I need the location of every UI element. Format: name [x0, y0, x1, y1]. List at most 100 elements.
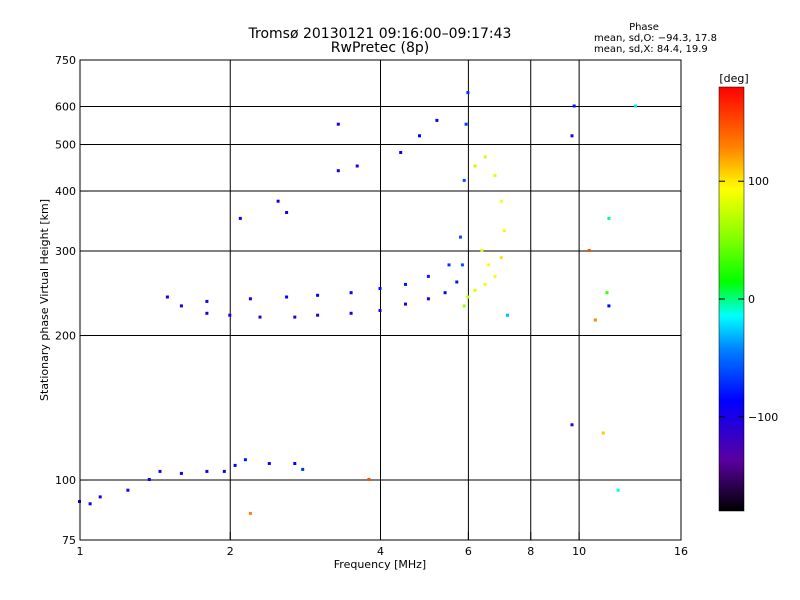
data-point — [301, 467, 305, 471]
data-point — [205, 469, 209, 473]
colorbar-tick-label: 100 — [748, 175, 769, 188]
data-point — [248, 511, 252, 515]
data-point — [404, 302, 407, 306]
data-point — [404, 282, 407, 286]
y-tick-label: 300 — [55, 245, 76, 258]
stats-line-o: mean, sd,O: −94.3, 17.8 — [594, 33, 717, 44]
stats-heading: Phase — [629, 22, 659, 33]
data-point — [355, 164, 359, 168]
data-point — [147, 478, 151, 481]
data-point — [426, 297, 430, 301]
data-point — [480, 249, 484, 252]
data-point — [443, 291, 447, 295]
data-point — [473, 164, 477, 168]
data-point — [570, 423, 574, 427]
data-point — [462, 304, 466, 308]
x-tick-label: 6 — [465, 545, 472, 558]
data-point — [248, 297, 252, 301]
colorbar-label: [deg] — [719, 72, 748, 85]
colorbar-ticks: 100 0 −100 — [719, 175, 778, 424]
y-tick-label: 200 — [55, 330, 76, 343]
y-tick-label: 75 — [62, 534, 76, 547]
stats-line-x: mean, sd,X: 84.4, 19.9 — [594, 44, 708, 55]
data-point — [493, 174, 497, 177]
x-tick-label: 4 — [377, 545, 384, 558]
data-point — [233, 463, 237, 467]
x-tick-label: 16 — [674, 545, 688, 558]
data-point — [238, 216, 242, 220]
data-point — [316, 313, 320, 317]
y-axis-label: Stationary phase Virtual Height [km] — [38, 199, 51, 401]
data-points — [78, 91, 637, 515]
data-point — [605, 291, 609, 295]
data-point — [601, 431, 605, 435]
x-axis-label: Frequency [MHz] — [334, 558, 426, 571]
data-point — [435, 118, 439, 122]
y-tick-label: 750 — [55, 54, 76, 67]
data-point — [258, 315, 262, 319]
data-point — [367, 478, 371, 481]
chart-subtitle: RwPretec (8p) — [331, 40, 429, 56]
data-point — [455, 280, 459, 284]
data-point — [502, 229, 506, 233]
data-point — [487, 263, 491, 267]
data-point — [285, 211, 289, 214]
chart-title: Tromsø 20130121 09:16:00–09:17:43 — [248, 26, 512, 42]
data-point — [276, 199, 280, 203]
data-point — [447, 263, 451, 267]
colorbar-tick-label: 0 — [748, 293, 755, 306]
y-tick-label: 500 — [55, 139, 76, 152]
data-point — [285, 295, 289, 299]
data-point — [499, 256, 503, 260]
x-tick-label: 1 — [77, 545, 84, 558]
data-point — [607, 304, 611, 308]
data-point — [473, 288, 477, 292]
grid-lines — [80, 60, 681, 540]
colorbar-tick-label: −100 — [748, 411, 778, 424]
data-point — [505, 313, 509, 317]
data-point — [493, 274, 497, 278]
data-point — [399, 151, 403, 154]
y-tick-label: 600 — [55, 101, 76, 114]
data-point — [466, 295, 470, 299]
data-point — [267, 462, 271, 465]
data-point — [460, 263, 464, 267]
data-point — [483, 155, 487, 159]
data-point — [88, 502, 92, 506]
data-point — [98, 495, 102, 499]
data-point — [228, 313, 232, 317]
data-point — [293, 462, 297, 465]
data-point — [426, 274, 430, 278]
data-point — [165, 295, 169, 299]
y-tick-label: 400 — [55, 185, 76, 198]
data-point — [316, 293, 320, 297]
data-point — [336, 169, 340, 173]
data-point — [205, 311, 209, 315]
y-tick-label: 100 — [55, 474, 76, 487]
data-point — [378, 287, 382, 290]
data-point — [464, 122, 468, 126]
data-point — [349, 291, 353, 295]
data-point — [462, 178, 466, 182]
data-point — [466, 91, 470, 95]
data-point — [570, 134, 574, 138]
data-point — [336, 122, 340, 126]
data-point — [222, 469, 226, 473]
data-point — [572, 104, 576, 108]
data-point — [179, 471, 183, 475]
x-tick-label: 8 — [527, 545, 534, 558]
data-point — [593, 318, 597, 322]
data-point — [126, 488, 130, 492]
data-point — [378, 309, 382, 312]
data-point — [499, 199, 503, 203]
data-point — [587, 249, 591, 252]
axis-ticks: 1 2 4 6 8 10 16 75 100 200 300 400 500 600 750 — [55, 54, 688, 558]
data-point — [483, 282, 487, 286]
data-point — [158, 469, 162, 473]
data-point — [607, 216, 611, 220]
data-point — [293, 315, 297, 319]
data-point — [634, 104, 637, 108]
x-tick-label: 10 — [572, 545, 586, 558]
data-point — [205, 299, 209, 303]
